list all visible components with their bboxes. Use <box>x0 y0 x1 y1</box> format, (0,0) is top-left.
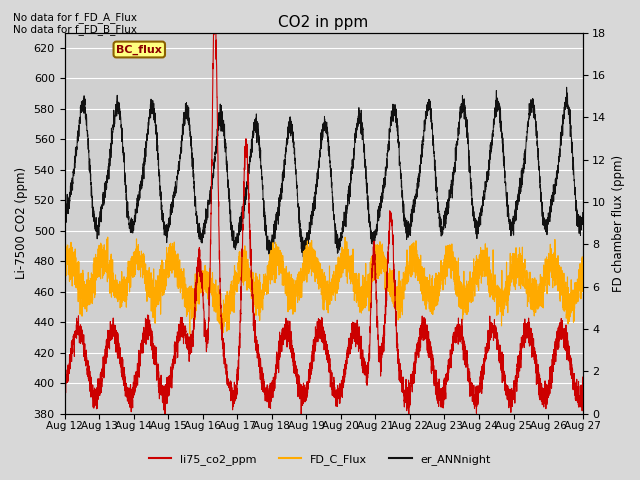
Y-axis label: FD chamber flux (ppm): FD chamber flux (ppm) <box>612 155 625 292</box>
Legend: li75_co2_ppm, FD_C_Flux, er_ANNnight: li75_co2_ppm, FD_C_Flux, er_ANNnight <box>145 450 495 469</box>
Text: No data for f_FD_B_Flux: No data for f_FD_B_Flux <box>13 24 137 35</box>
Text: No data for f_FD_A_Flux: No data for f_FD_A_Flux <box>13 12 137 23</box>
Text: BC_flux: BC_flux <box>116 44 162 55</box>
Title: CO2 in ppm: CO2 in ppm <box>278 15 369 30</box>
Y-axis label: Li-7500 CO2 (ppm): Li-7500 CO2 (ppm) <box>15 167 28 279</box>
